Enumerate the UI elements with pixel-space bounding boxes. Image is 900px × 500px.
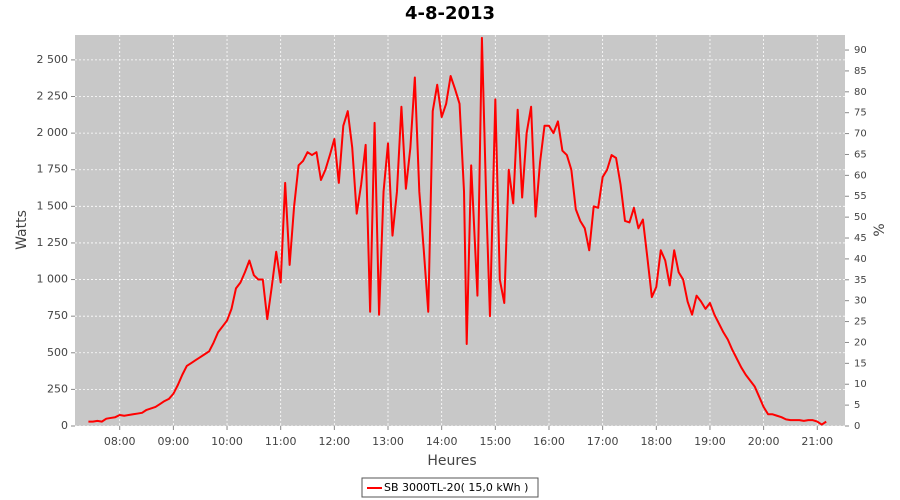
series-line — [88, 36, 827, 426]
legend-label: SB 3000TL-20( 15,0 kWh ) — [384, 481, 528, 494]
y-tick-label: 1 250 — [37, 236, 69, 249]
y-tick-label: 0 — [61, 419, 68, 432]
y-tick-label: 2 000 — [37, 126, 69, 139]
legend-box — [361, 477, 539, 498]
y2-tick-label: 45 — [854, 233, 867, 244]
y-tick-label: 1 750 — [37, 163, 69, 176]
x-tick-label: 10:00 — [211, 435, 243, 448]
chart-title: 4-8-2013 — [405, 3, 495, 24]
y-tick-label: 500 — [47, 346, 68, 359]
legend: SB 3000TL-20( 15,0 kWh ) — [361, 477, 539, 498]
x-tick-label: 17:00 — [587, 435, 619, 448]
x-axis-label: Heures — [427, 453, 476, 469]
y2-tick-label: 20 — [854, 337, 867, 348]
x-tick-label: 16:00 — [533, 435, 565, 448]
y2-tick-label: 40 — [854, 254, 867, 265]
y2-tick-label: 35 — [854, 275, 867, 286]
y-tick-label: 2 250 — [37, 90, 69, 103]
x-tick-label: 11:00 — [265, 435, 297, 448]
y2-axis-label: % — [872, 223, 888, 236]
y-tick-label: 750 — [47, 309, 68, 322]
y2-tick-label: 85 — [854, 66, 867, 77]
x-tick-label: 21:00 — [801, 435, 833, 448]
y2-tick-label: 25 — [854, 317, 867, 328]
y2-tick-label: 50 — [854, 212, 867, 223]
y2-tick-label: 75 — [854, 108, 867, 119]
plot-area — [75, 35, 845, 426]
x-tick-label: 18:00 — [640, 435, 672, 448]
y2-tick-label: 90 — [854, 45, 867, 56]
y2-tick-label: 0 — [854, 421, 860, 432]
y2-tick-label: 80 — [854, 87, 867, 98]
x-tick-label: 13:00 — [372, 435, 404, 448]
x-tick-label: 09:00 — [158, 435, 190, 448]
y2-tick-label: 65 — [854, 149, 867, 160]
x-tick-label: 14:00 — [426, 435, 458, 448]
y2-tick-label: 10 — [854, 379, 867, 390]
x-tick-label: 19:00 — [694, 435, 726, 448]
x-tick-label: 08:00 — [104, 435, 136, 448]
y-tick-label: 1 500 — [37, 199, 69, 212]
x-tick-label: 15:00 — [479, 435, 511, 448]
y-tick-label: 1 000 — [37, 273, 69, 286]
y-tick-label: 2 500 — [37, 53, 69, 66]
y2-tick-label: 5 — [854, 400, 860, 411]
y2-tick-label: 30 — [854, 296, 867, 307]
x-tick-label: 12:00 — [318, 435, 350, 448]
x-tick-label: 20:00 — [748, 435, 780, 448]
y2-tick-label: 70 — [854, 129, 867, 140]
y2-tick-label: 60 — [854, 170, 867, 181]
y2-tick-label: 55 — [854, 191, 867, 202]
y2-tick-label: 15 — [854, 358, 867, 369]
y-tick-label: 250 — [47, 382, 68, 395]
y-axis-label: Watts — [14, 210, 30, 250]
